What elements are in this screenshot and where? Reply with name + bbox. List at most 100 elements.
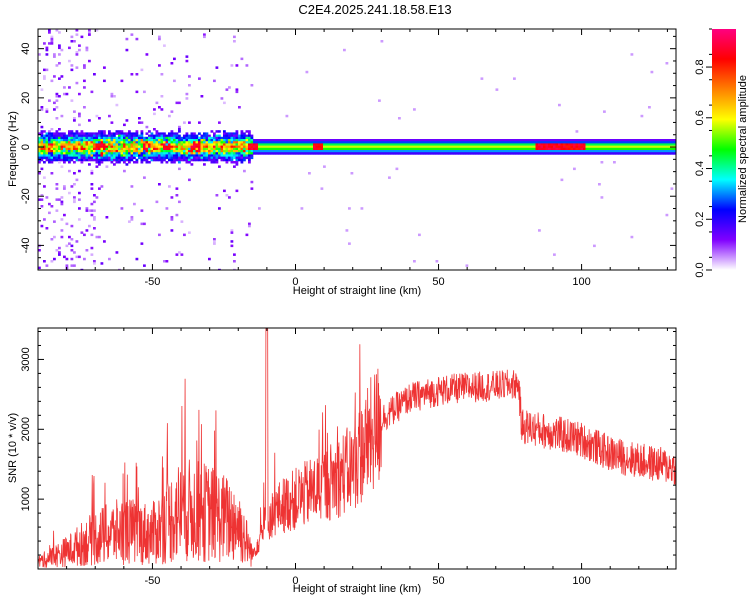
heat-cell (198, 156, 201, 160)
heat-cell (140, 139, 144, 142)
heat-cell (118, 134, 121, 138)
heat-cell (218, 139, 221, 142)
heat-cell (248, 224, 251, 228)
heat-cell (133, 156, 136, 160)
heat-cell (615, 150, 619, 153)
heat-cell (85, 207, 89, 210)
heat-cell (418, 150, 421, 153)
heat-cell (340, 141, 344, 144)
heat-cell (540, 152, 544, 155)
heat-cell (145, 139, 149, 142)
heat-cell (188, 136, 191, 140)
heat-cell (430, 152, 434, 155)
heat-cell (60, 75, 64, 78)
heat-cell (60, 139, 64, 142)
heat-cell (115, 143, 119, 146)
heat-cell (283, 145, 286, 149)
heat-cell (108, 114, 111, 118)
heat-cell (455, 152, 459, 155)
heat-cell (638, 147, 641, 151)
heat-cell (40, 106, 44, 109)
heat-cell (500, 143, 504, 146)
heat-cell (530, 143, 534, 146)
heat-cell (260, 150, 264, 153)
heat-cell (223, 156, 226, 160)
heat-cell (643, 143, 646, 146)
heat-cell (128, 161, 131, 164)
heat-cell (605, 139, 609, 142)
heat-cell (63, 152, 66, 155)
heat-cell (130, 147, 134, 151)
heat-cell (223, 136, 226, 140)
heat-cell (45, 158, 49, 162)
heat-cell (255, 152, 259, 155)
heat-cell (48, 211, 51, 215)
heat-cell (573, 152, 576, 155)
snr-x-ticks: -50 0 50 100 (37, 328, 668, 587)
heat-cell (313, 143, 316, 146)
heat-cell (160, 132, 164, 135)
heat-cell (115, 152, 119, 155)
snr-series-line (38, 328, 676, 568)
heat-cell (583, 143, 586, 146)
heat-cell (125, 48, 129, 52)
heat-cell (75, 158, 79, 162)
heat-cell (655, 145, 659, 149)
heat-cell (553, 139, 556, 142)
heat-cell (83, 86, 86, 89)
heat-cell (375, 141, 379, 144)
heat-cell (543, 141, 546, 144)
heat-cell (410, 139, 414, 142)
heat-cell (230, 136, 234, 140)
heat-cell (503, 150, 506, 153)
heat-cell (538, 147, 541, 151)
heat-cell (373, 143, 376, 146)
heat-cell (530, 139, 534, 142)
heat-cell (495, 150, 499, 153)
heat-cell (143, 136, 146, 140)
heat-cell (100, 145, 104, 149)
heat-cell (150, 134, 154, 138)
heat-cell (523, 143, 526, 146)
heat-cell (548, 143, 551, 146)
heat-cell (163, 143, 166, 146)
heat-cell (440, 145, 444, 149)
heat-cell (173, 141, 176, 144)
heat-cell (480, 150, 484, 153)
heat-cell (558, 141, 561, 144)
heat-cell (120, 130, 124, 133)
heat-cell (400, 150, 404, 153)
heat-cell (95, 145, 99, 149)
heat-cell (545, 141, 549, 144)
heat-cell (593, 141, 596, 144)
heat-cell (43, 218, 46, 221)
heat-cell (213, 238, 216, 241)
heat-cell (178, 150, 181, 153)
heat-cell (48, 202, 51, 206)
heat-cell (413, 141, 416, 144)
heat-cell (138, 156, 141, 160)
heat-cell (198, 132, 201, 135)
heat-cell (73, 119, 76, 122)
heat-cell (583, 145, 586, 149)
heat-cell (218, 121, 221, 124)
heat-cell (125, 132, 129, 135)
heat-cell (565, 141, 569, 144)
heat-cell (420, 139, 424, 142)
heat-cell (248, 139, 251, 142)
heat-cell (650, 139, 654, 142)
heat-cell (345, 152, 349, 155)
heat-cell (588, 139, 591, 142)
heat-cell (238, 152, 241, 155)
heat-cell (225, 150, 229, 153)
heat-cell (70, 185, 74, 188)
heat-cell (623, 143, 626, 146)
heat-cell (595, 152, 599, 155)
heat-cell (548, 145, 551, 149)
heat-cell (368, 145, 371, 149)
heat-cell (88, 209, 91, 212)
heat-cell (660, 143, 664, 146)
heat-cell (73, 134, 76, 138)
heat-cell (270, 147, 274, 151)
heat-cell (63, 213, 66, 217)
